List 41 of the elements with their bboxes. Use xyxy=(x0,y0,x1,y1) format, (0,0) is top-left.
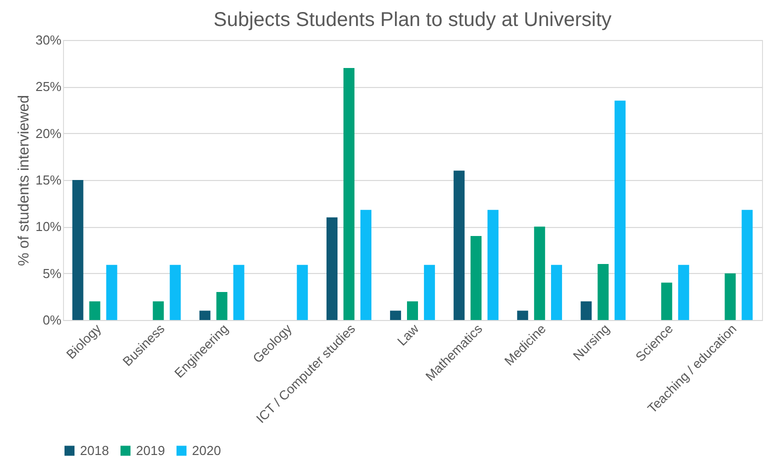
bar xyxy=(343,68,354,320)
y-tick-label: 0% xyxy=(42,312,62,328)
y-tick-label: 5% xyxy=(42,266,62,281)
bar xyxy=(170,264,181,320)
y-axis-title: % of students interviewed xyxy=(15,95,32,266)
bar xyxy=(551,264,562,320)
bar xyxy=(534,226,546,320)
bar xyxy=(470,236,482,320)
legend-label: 2019 xyxy=(136,442,165,458)
bar xyxy=(614,100,626,320)
bar xyxy=(580,301,592,320)
y-tick-label: 30% xyxy=(35,32,62,48)
y-tick-label: 25% xyxy=(35,79,62,94)
bar xyxy=(517,310,528,320)
bar xyxy=(661,282,672,320)
bar xyxy=(72,180,84,320)
chart-title: Subjects Students Plan to study at University xyxy=(214,9,612,31)
bar xyxy=(742,210,753,320)
bar xyxy=(678,264,690,320)
bar xyxy=(199,310,210,320)
bar xyxy=(360,210,372,320)
legend-label: 2020 xyxy=(192,442,221,458)
y-tick-label: 15% xyxy=(35,172,62,188)
bar xyxy=(106,264,118,320)
bar xyxy=(216,292,228,320)
y-tick-label: 10% xyxy=(35,219,62,234)
bar xyxy=(454,170,465,320)
bar xyxy=(407,301,418,320)
bar xyxy=(487,210,498,320)
x-tick-label: Law xyxy=(394,320,422,349)
bar xyxy=(424,264,435,320)
bar xyxy=(390,310,402,320)
y-tick-label: 20% xyxy=(35,126,62,141)
bar xyxy=(598,264,609,320)
legend-label: 2018 xyxy=(80,442,109,458)
bar xyxy=(89,301,100,320)
bar xyxy=(296,264,308,320)
bar xyxy=(152,301,164,320)
bar xyxy=(233,264,244,320)
bar xyxy=(724,273,736,320)
bar xyxy=(326,217,338,320)
